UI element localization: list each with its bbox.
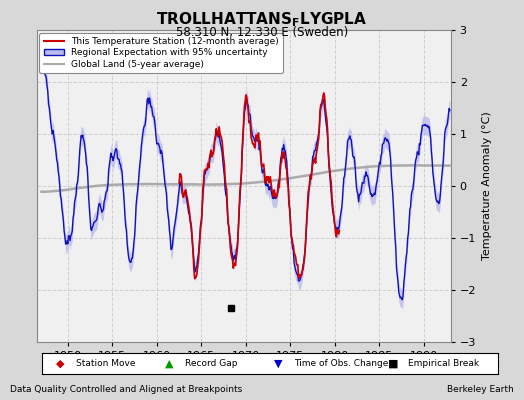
Text: Time of Obs. Change: Time of Obs. Change: [294, 359, 389, 368]
Text: Empirical Break: Empirical Break: [408, 359, 479, 368]
Legend: This Temperature Station (12-month average), Regional Expectation with 95% uncer: This Temperature Station (12-month avera…: [39, 33, 283, 73]
Text: TROLLHATTANS$_\mathregular{F}$LYGPLA: TROLLHATTANS$_\mathregular{F}$LYGPLA: [156, 10, 368, 29]
Text: 58.310 N, 12.330 E (Sweden): 58.310 N, 12.330 E (Sweden): [176, 26, 348, 39]
Text: Berkeley Earth: Berkeley Earth: [447, 386, 514, 394]
Text: ◆: ◆: [56, 358, 64, 368]
Text: ▼: ▼: [275, 358, 283, 368]
Text: Station Move: Station Move: [75, 359, 135, 368]
Text: Data Quality Controlled and Aligned at Breakpoints: Data Quality Controlled and Aligned at B…: [10, 386, 243, 394]
Text: Record Gap: Record Gap: [185, 359, 237, 368]
Y-axis label: Temperature Anomaly (°C): Temperature Anomaly (°C): [482, 112, 492, 260]
Text: ▲: ▲: [165, 358, 173, 368]
Text: ■: ■: [388, 358, 399, 368]
